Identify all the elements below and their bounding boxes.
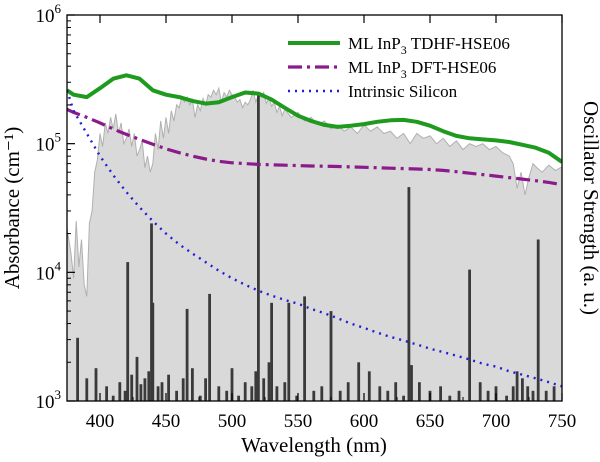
oscillator-bar	[457, 390, 461, 401]
oscillator-bar	[410, 365, 413, 401]
y-axis-title: Absorbance (cm⁻¹)	[0, 127, 24, 290]
oscillator-bar	[486, 390, 490, 401]
oscillator-bar	[85, 378, 89, 401]
spectrum-fill-area	[67, 88, 562, 401]
y-tick-label: 105	[36, 130, 62, 156]
oscillator-bar	[167, 374, 170, 401]
oscillator-bar	[386, 390, 390, 401]
oscillator-bar	[105, 386, 108, 401]
oscillator-bar	[76, 337, 79, 401]
x-tick-label: 700	[482, 411, 511, 432]
series-layer	[67, 73, 562, 388]
legend-label-2: ML InP3 DFT-HSE06	[348, 58, 496, 81]
oscillator-bar	[118, 382, 122, 401]
y2-axis-title: Oscillator Strength (a. u.)	[579, 101, 600, 315]
oscillator-bar	[270, 302, 273, 401]
oscillator-bar	[478, 382, 482, 401]
oscillator-bar	[139, 384, 143, 401]
oscillator-bar	[204, 378, 207, 401]
oscillator-bar	[94, 368, 98, 401]
oscillator-bar	[526, 386, 530, 401]
oscillator-bar	[217, 386, 221, 401]
oscillator-bar	[156, 386, 160, 401]
oscillator-bar	[312, 390, 316, 401]
legend-label-1: ML InP3 TDHF-HSE06	[348, 34, 510, 57]
oscillator-bar	[521, 378, 524, 401]
oscillator-bar	[250, 386, 254, 401]
oscillator-bar	[329, 311, 333, 401]
oscillator-bar	[320, 386, 324, 401]
oscillator-bar	[181, 378, 185, 401]
oscillator-bar	[402, 395, 405, 401]
x-tick-label: 450	[152, 411, 181, 432]
oscillator-bar	[439, 386, 442, 401]
x-axis-title: Wavelength (nm)	[241, 433, 387, 457]
oscillator-bar	[303, 296, 306, 401]
legend-label-3: Intrinsic Silicon	[348, 82, 458, 101]
oscillator-bar	[151, 302, 155, 401]
oscillator-bar	[130, 374, 134, 401]
oscillator-bar	[208, 293, 211, 401]
oscillator-bar	[418, 382, 421, 401]
x-tick-label: 550	[284, 411, 313, 432]
oscillator-bar	[225, 390, 229, 401]
spectrum-fill-layer	[67, 86, 562, 401]
oscillator-bar	[198, 395, 202, 401]
oscillator-bar	[147, 371, 151, 401]
series-line-2	[67, 107, 562, 187]
oscillator-bar	[160, 382, 164, 401]
oscillator-bar	[367, 371, 371, 401]
oscillator-bar	[505, 395, 508, 401]
y-tick-label: 106	[36, 1, 62, 27]
oscillator-bar	[230, 368, 234, 401]
oscillator-bar	[275, 386, 279, 401]
plot-frame	[66, 14, 563, 402]
oscillator-bar	[191, 368, 194, 401]
spectrum-fill-edge	[67, 86, 562, 297]
oscillator-bar	[257, 94, 260, 401]
oscillator-bar	[126, 262, 130, 401]
x-tick-label: 750	[548, 411, 577, 432]
oscillator-bar	[283, 382, 287, 401]
x-tick-label: 500	[218, 411, 247, 432]
oscillator-bar	[346, 382, 350, 401]
oscillator-bar	[515, 371, 519, 401]
oscillator-bar	[544, 390, 548, 401]
oscillator-bar	[394, 382, 398, 401]
oscillator-bar	[511, 386, 515, 401]
oscillator-bar	[357, 362, 361, 401]
oscillator-bar	[254, 371, 258, 401]
oscillator-bar	[262, 378, 266, 401]
series-line-1	[67, 73, 562, 164]
oscillator-bar	[143, 378, 147, 401]
y-tick-label: 103	[36, 387, 62, 413]
oscillator-bar	[338, 390, 342, 401]
x-tick-label: 650	[416, 411, 445, 432]
oscillator-bars-layer	[76, 94, 556, 401]
oscillator-bar	[295, 395, 299, 401]
oscillator-bar	[287, 302, 291, 401]
oscillator-bar	[111, 395, 115, 401]
oscillator-bar	[468, 269, 471, 401]
oscillator-bar	[552, 386, 556, 401]
ticks-layer: 400 450 500 550 600 650 700 750 103 104 105 106	[36, 1, 577, 432]
x-tick-label: 400	[86, 411, 115, 432]
oscillator-bar	[536, 239, 540, 401]
oscillator-bar	[448, 395, 452, 401]
oscillator-bar	[378, 386, 382, 401]
oscillator-bar	[243, 382, 247, 401]
oscillator-bar	[237, 395, 240, 401]
y-tick-label: 104	[36, 258, 62, 284]
oscillator-bar	[531, 390, 535, 401]
oscillator-bar	[135, 356, 139, 401]
x-tick-label: 600	[350, 411, 379, 432]
oscillator-bar	[267, 362, 271, 401]
oscillator-bar	[407, 187, 411, 401]
oscillator-bar	[185, 308, 189, 401]
oscillator-bar	[123, 390, 127, 401]
oscillator-bar	[175, 390, 178, 401]
